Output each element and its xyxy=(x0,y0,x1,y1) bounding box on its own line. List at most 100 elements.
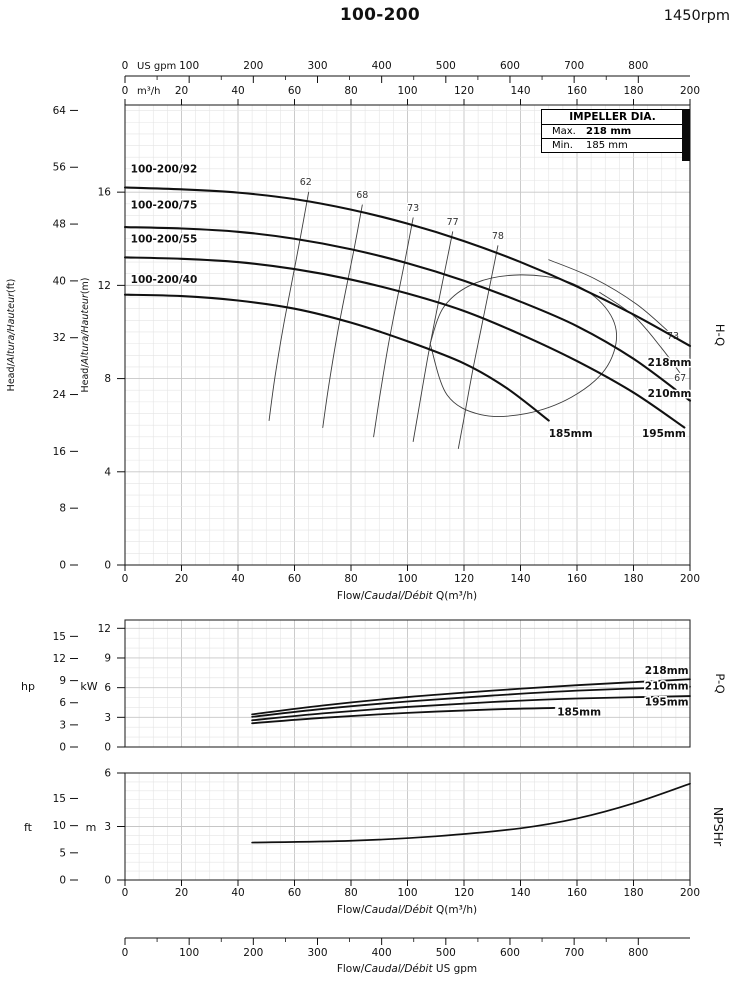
bottom-gpm-tick-label: 200 xyxy=(243,947,263,959)
pq-hp-unit: hp xyxy=(21,680,35,693)
impeller-dia-heading: IMPELLER DIA. xyxy=(542,110,683,125)
hq-ft-tick-label: 0 xyxy=(59,560,66,572)
np-ft-unit: ft xyxy=(24,821,33,834)
np-x-tick-label: 120 xyxy=(454,887,474,899)
top-m3h-tick-label: 60 xyxy=(288,85,301,97)
impeller-box-side-bar xyxy=(682,109,690,161)
top-m3h-tick-label: 0 xyxy=(122,85,129,97)
hq-impeller-label: 218mm xyxy=(648,357,692,369)
hq-ft-tick-label: 8 xyxy=(59,503,66,515)
rpm-label: 1450rpm xyxy=(663,8,730,24)
pq-hp-tick-label: 0 xyxy=(59,742,66,754)
efficiency-line-78 xyxy=(457,245,499,449)
efficiency-line-68 xyxy=(322,204,363,428)
top-m3h-tick-label: 80 xyxy=(344,85,357,97)
hq-ft-tick-label: 16 xyxy=(53,446,67,458)
top-m3h-tick-label: 40 xyxy=(231,85,244,97)
hq-impeller-label: 210mm xyxy=(648,388,692,400)
hq-y-axis-title-ft: Head/Altura/Hauteur(ft) xyxy=(6,279,17,392)
pq-hp-tick-label: 6 xyxy=(59,697,66,709)
hq-x-axis-title: Flow/Caudal/Débit Q(m³/h) xyxy=(337,590,477,602)
np-x-axis-title: Flow/Caudal/Débit Q(m³/h) xyxy=(337,904,477,916)
np-x-tick-label: 0 xyxy=(122,887,129,899)
hq-x-tick-label: 40 xyxy=(231,573,244,585)
top-gpm-unit: US gpm xyxy=(137,61,176,72)
top-gpm-tick-label: 600 xyxy=(500,60,520,72)
top-gpm-tick-label: 0 xyxy=(122,60,129,72)
hq-ft-tick-label: 40 xyxy=(53,275,66,287)
hq-curve-100-200/75 xyxy=(123,226,692,402)
np-x-tick-label: 160 xyxy=(567,887,587,899)
impeller-min-row: Min. 185 mm xyxy=(542,139,683,152)
efficiency-label: 67 xyxy=(674,373,686,384)
impeller-min-value: 185 mm xyxy=(586,140,628,151)
hq-x-tick-label: 140 xyxy=(510,573,530,585)
hq-x-tick-label: 20 xyxy=(175,573,188,585)
impeller-dia-box: IMPELLER DIA. Max. 218 mm Min. 185 mm xyxy=(541,109,684,153)
np-m-tick-label: 3 xyxy=(104,821,111,833)
hq-ft-tick-label: 24 xyxy=(53,389,67,401)
top-m3h-tick-label: 180 xyxy=(623,85,643,97)
pq-right-label: P-Q xyxy=(713,673,727,693)
hq-y-axis-title-m: Head/Altura/Hauteur(m) xyxy=(80,277,91,392)
bottom-gpm-tick-label: 100 xyxy=(179,947,199,959)
efficiency-label: 78 xyxy=(492,231,504,242)
np-x-tick-label: 80 xyxy=(344,887,357,899)
hq-x-tick-label: 160 xyxy=(567,573,587,585)
top-gpm-tick-label: 200 xyxy=(243,60,263,72)
hq-ft-tick-label: 32 xyxy=(53,332,66,344)
top-m3h-tick-label: 200 xyxy=(680,85,700,97)
hq-x-tick-label: 80 xyxy=(344,573,357,585)
bottom-gpm-tick-label: 400 xyxy=(372,947,392,959)
np-x-tick-label: 20 xyxy=(175,887,188,899)
impeller-max-label: Max. xyxy=(552,126,576,137)
top-m3h-tick-label: 120 xyxy=(454,85,474,97)
pq-kw-tick-label: 9 xyxy=(104,652,111,664)
plot-frame xyxy=(124,619,691,748)
top-gpm-tick-label: 400 xyxy=(372,60,392,72)
top-gpm-tick-label: 800 xyxy=(628,60,648,72)
np-ft-tick-label: 0 xyxy=(59,875,66,887)
np-x-tick-label: 140 xyxy=(510,887,530,899)
pq-series-label: 185mm xyxy=(557,706,601,718)
pq-curve-210mm xyxy=(251,685,691,718)
top-m3h-tick-label: 100 xyxy=(397,85,417,97)
np-x-tick-label: 60 xyxy=(288,887,301,899)
npshr-right-label: NPSHr xyxy=(711,807,726,847)
efficiency-line-77 xyxy=(412,231,454,442)
bottom-gpm-tick-label: 800 xyxy=(628,947,648,959)
bottom-gpm-tick-label: 500 xyxy=(436,947,456,959)
efficiency-label: 62 xyxy=(300,177,312,188)
efficiency-line-67 xyxy=(599,291,682,376)
np-x-tick-label: 40 xyxy=(231,887,244,899)
np-x-tick-label: 200 xyxy=(680,887,700,899)
top-m3h-tick-label: 20 xyxy=(175,85,188,97)
pq-hp-tick-label: 9 xyxy=(59,675,66,687)
pq-curve-195mm xyxy=(251,695,691,722)
np-ft-tick-label: 10 xyxy=(53,820,66,832)
hq-series-label: 100-200/40 xyxy=(131,274,198,286)
hq-x-tick-label: 60 xyxy=(288,573,301,585)
hq-curve-100-200/92 xyxy=(123,186,692,348)
bottom-gpm-tick-label: 0 xyxy=(122,947,129,959)
hq-m-tick-label: 8 xyxy=(104,373,111,385)
pq-curve-185mm xyxy=(251,707,556,725)
top-gpm-tick-label: 500 xyxy=(436,60,456,72)
efficiency-label: 77 xyxy=(447,217,459,228)
pq-kw-unit: kW xyxy=(80,680,97,693)
hq-m-tick-label: 0 xyxy=(104,560,111,572)
hq-series-label: 100-200/92 xyxy=(131,163,198,175)
hq-impeller-label: 185mm xyxy=(549,428,593,440)
hq-x-tick-label: 0 xyxy=(122,573,129,585)
impeller-min-label: Min. xyxy=(552,140,573,151)
hq-x-tick-label: 180 xyxy=(623,573,643,585)
hq-curve-100-200/55 xyxy=(123,256,686,429)
np-ft-tick-label: 5 xyxy=(59,847,66,859)
hq-m-tick-label: 16 xyxy=(98,187,112,199)
pump-model-title: 100-200 xyxy=(339,5,421,25)
impeller-max-row: Max. 218 mm xyxy=(542,125,683,139)
hq-x-tick-label: 200 xyxy=(680,573,700,585)
bottom-gpm-tick-label: 700 xyxy=(564,947,584,959)
top-gpm-tick-label: 100 xyxy=(179,60,199,72)
